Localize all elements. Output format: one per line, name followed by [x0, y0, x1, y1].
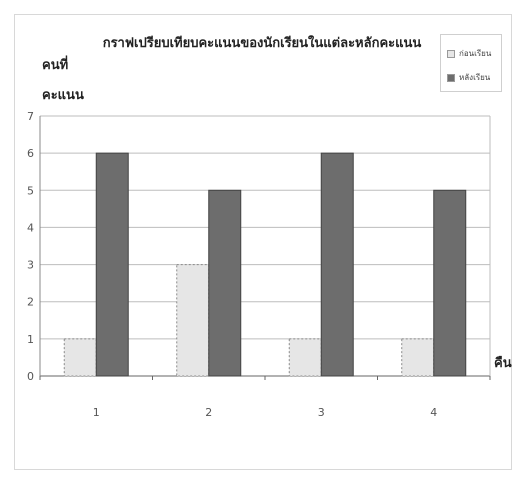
legend-item-before: ก่อนเรียน	[447, 47, 491, 60]
x-axis-label: คืน	[494, 356, 512, 371]
chart-frame	[14, 14, 512, 470]
legend-item-after: หลังเรียน	[447, 71, 490, 84]
x-tick-label: 4	[430, 406, 437, 419]
y-axis-label-line-2: คะแนน	[42, 88, 84, 103]
bar-after-3	[320, 152, 354, 377]
x-tick-label: 1	[93, 406, 100, 419]
y-tick-label: 4	[27, 221, 34, 234]
bar-after-2	[208, 189, 242, 377]
legend-label-after: หลังเรียน	[459, 73, 491, 82]
bar-after-1	[95, 152, 129, 377]
x-tick-label: 2	[205, 406, 212, 419]
bar-after-4	[433, 189, 467, 377]
legend: ก่อนเรียน หลังเรียน	[440, 34, 502, 92]
legend-swatch-after	[447, 73, 455, 82]
y-tick-label: 3	[27, 259, 34, 272]
x-tick-label: 3	[318, 406, 325, 419]
y-tick-label: 6	[27, 147, 34, 160]
legend-label-before: ก่อนเรียน	[459, 49, 492, 58]
chart-title: กราฟเปรียบเทียบคะแนนของนักเรียนในแต่ละหล…	[102, 36, 422, 51]
y-tick-label: 1	[27, 333, 34, 346]
bar-before-1	[63, 338, 97, 377]
y-tick-label: 0	[27, 370, 34, 383]
legend-swatch-before	[447, 49, 455, 58]
bar-before-4	[401, 338, 435, 377]
bar-before-3	[288, 338, 322, 377]
y-tick-label: 7	[27, 110, 34, 123]
y-tick-label: 2	[27, 296, 34, 309]
y-axis-label-line-1: คนที่	[42, 58, 69, 73]
bar-before-2	[176, 264, 210, 377]
y-tick-label: 5	[27, 184, 34, 197]
